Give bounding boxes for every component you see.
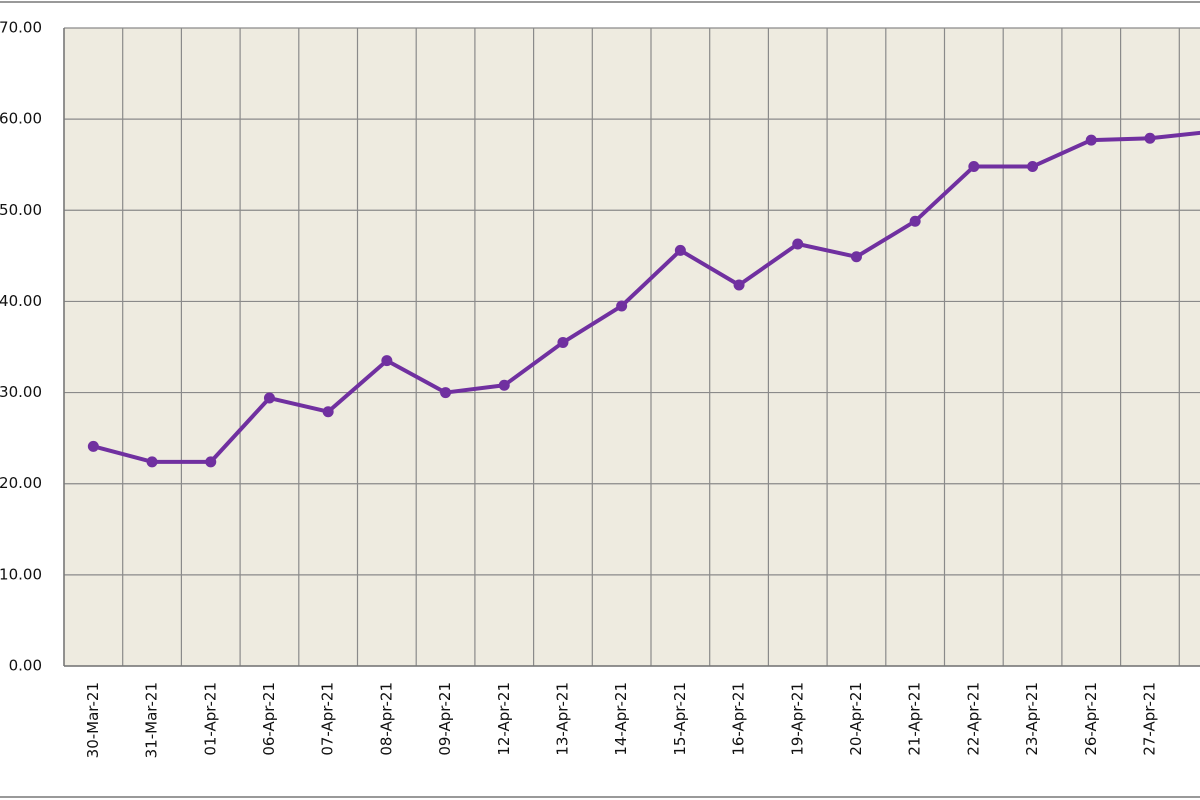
y-tick-label: 0.00: [9, 657, 42, 675]
point: [263, 392, 275, 404]
x-tick-label: 06-Apr-21: [260, 682, 278, 756]
x-tick-label: 08-Apr-21: [377, 682, 395, 756]
plot-area: [64, 28, 1200, 666]
point: [674, 244, 686, 256]
x-tick-label: 26-Apr-21: [1082, 682, 1100, 756]
x-tick-label: 30-Mar-21: [84, 682, 102, 758]
point: [733, 279, 745, 291]
x-tick-label: 23-Apr-21: [1023, 682, 1041, 756]
x-tick-label: 07-Apr-21: [319, 682, 337, 756]
y-tick-label: 20.00: [0, 474, 42, 492]
point: [792, 238, 804, 250]
point: [557, 336, 569, 348]
point: [381, 355, 393, 367]
point: [146, 456, 158, 468]
point: [909, 215, 921, 227]
point: [498, 379, 510, 391]
point: [850, 251, 862, 263]
point: [440, 387, 452, 399]
x-tick-label: 15-Apr-21: [671, 682, 689, 756]
point: [1027, 161, 1039, 173]
point: [968, 161, 980, 173]
x-tick-label: 13-Apr-21: [553, 682, 571, 756]
y-tick-label: 50.00: [0, 201, 42, 219]
x-tick-label: 19-Apr-21: [788, 682, 806, 756]
x-tick-label: 12-Apr-21: [495, 682, 513, 756]
point: [87, 440, 99, 452]
x-tick-label: 22-Apr-21: [964, 682, 982, 756]
x-tick-label: 27-Apr-21: [1140, 682, 1158, 756]
point: [1085, 134, 1097, 146]
x-tick-label: 31-Mar-21: [143, 682, 161, 758]
point: [205, 456, 217, 468]
point: [616, 300, 628, 312]
y-tick-label: 70.00: [0, 19, 42, 37]
x-tick-label: 20-Apr-21: [847, 682, 865, 756]
y-tick-label: 40.00: [0, 292, 42, 310]
x-tick-label: 21-Apr-21: [906, 682, 924, 756]
x-tick-label: 09-Apr-21: [436, 682, 454, 756]
x-tick-label: 16-Apr-21: [730, 682, 748, 756]
point: [1144, 132, 1156, 144]
y-tick-label: 60.00: [0, 110, 42, 128]
y-tick-label: 10.00: [0, 565, 42, 583]
line: [92, 130, 1200, 464]
x-tick-label: 14-Apr-21: [612, 682, 630, 756]
y-tick-label: 30.00: [0, 383, 42, 401]
point: [322, 406, 334, 418]
x-tick-label: 01-Apr-21: [201, 682, 219, 756]
